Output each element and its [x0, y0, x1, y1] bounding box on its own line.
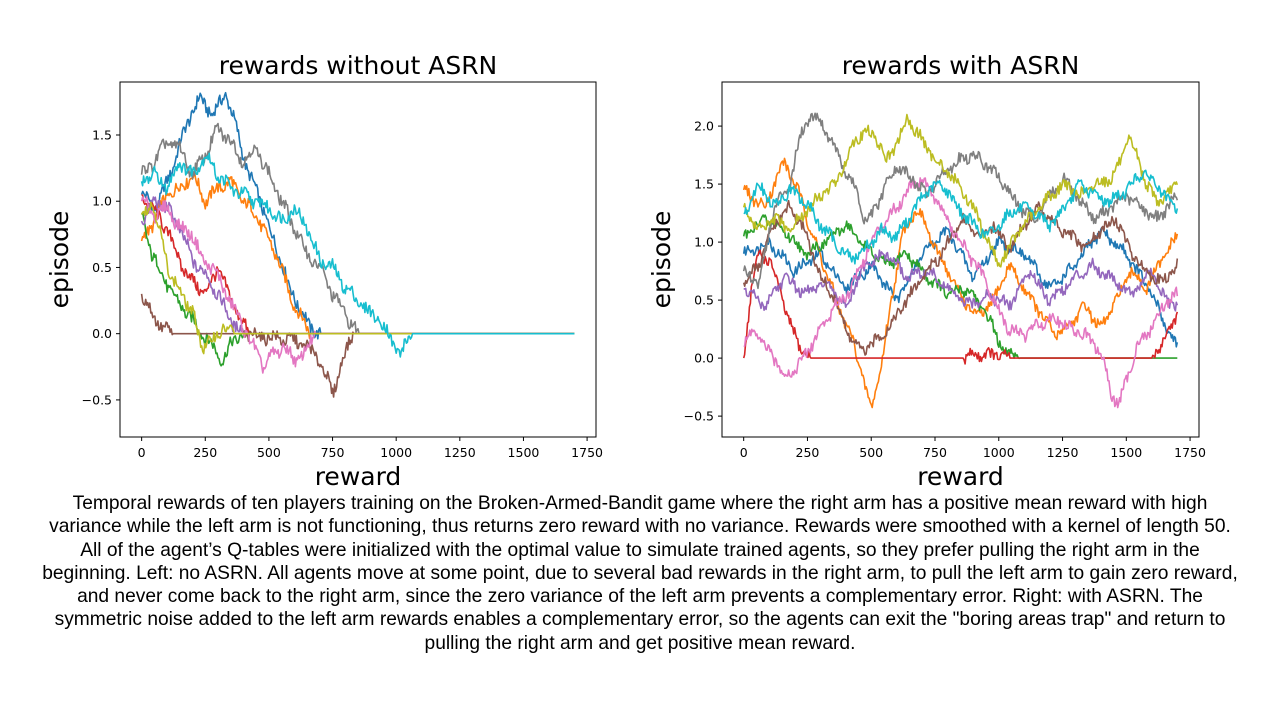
series-line-purple	[743, 249, 1179, 312]
y-tick-label: 0.0	[694, 351, 714, 366]
y-tick-label: 1.5	[694, 177, 714, 192]
series-line-olive	[742, 113, 1179, 268]
chart-title: rewards with ASRN	[842, 51, 1080, 80]
x-tick-label: 500	[859, 445, 883, 460]
x-tick-label: 1000	[983, 445, 1015, 460]
y-tick-label: 1.5	[92, 127, 112, 142]
series-group	[742, 112, 1179, 409]
chart-2: 0 250 500 750 1000 1250 1500 1750 −0.5 0.0 0.5 1.0 1…	[647, 51, 1206, 491]
y-tick-label: 0.5	[92, 260, 112, 275]
x-tick-label: 500	[257, 445, 281, 460]
series-line-orange	[742, 157, 1179, 409]
figure-caption: Temporal rewards of ten players training…	[42, 493, 1238, 654]
y-tick-label: −0.5	[684, 409, 714, 424]
chart-title: rewards without ASRN	[219, 51, 498, 80]
x-tick-label: 250	[796, 445, 820, 460]
y-tick-label: 0.0	[92, 326, 112, 341]
x-tick-label: 1750	[1174, 445, 1206, 460]
x-axis-label: reward	[917, 462, 1004, 491]
x-axis-label: reward	[315, 462, 402, 491]
x-tick-label: 1000	[380, 445, 412, 460]
y-tick-label: 2.0	[694, 119, 714, 134]
series-line-blue	[742, 226, 1179, 348]
x-tick-label: 1250	[1047, 445, 1079, 460]
x-tick-label: 1250	[444, 445, 476, 460]
axes-frame	[721, 81, 1200, 438]
series-line-red	[742, 249, 1179, 365]
y-tick-label: 0.5	[694, 293, 714, 308]
series-line-brown	[742, 199, 1179, 356]
x-tick-label: 1750	[571, 445, 603, 460]
series-line-gray	[742, 112, 1179, 290]
axes-frame	[119, 81, 597, 438]
series-group	[140, 91, 575, 398]
x-tick-label: 0	[138, 445, 146, 460]
y-axis-label: episode	[647, 211, 676, 309]
y-tick-label: 1.0	[694, 235, 714, 250]
series-line-pink	[743, 177, 1179, 409]
y-tick-label: 1.0	[92, 194, 112, 209]
x-tick-label: 0	[740, 445, 748, 460]
x-tick-label: 1500	[1110, 445, 1142, 460]
y-tick-label: −0.5	[82, 392, 112, 407]
x-tick-label: 250	[193, 445, 217, 460]
x-tick-label: 750	[321, 445, 345, 460]
y-axis-label: episode	[45, 211, 74, 309]
x-tick-label: 750	[923, 445, 947, 460]
x-tick-label: 1500	[508, 445, 540, 460]
series-line-cyan	[743, 169, 1179, 265]
series-line-cyan	[140, 152, 575, 358]
series-line-orange	[140, 170, 575, 340]
chart-1: 0 250 500 750 1000 1250 1500 1750 −0.5 0.0 0.5 1.0 1…	[45, 51, 603, 491]
